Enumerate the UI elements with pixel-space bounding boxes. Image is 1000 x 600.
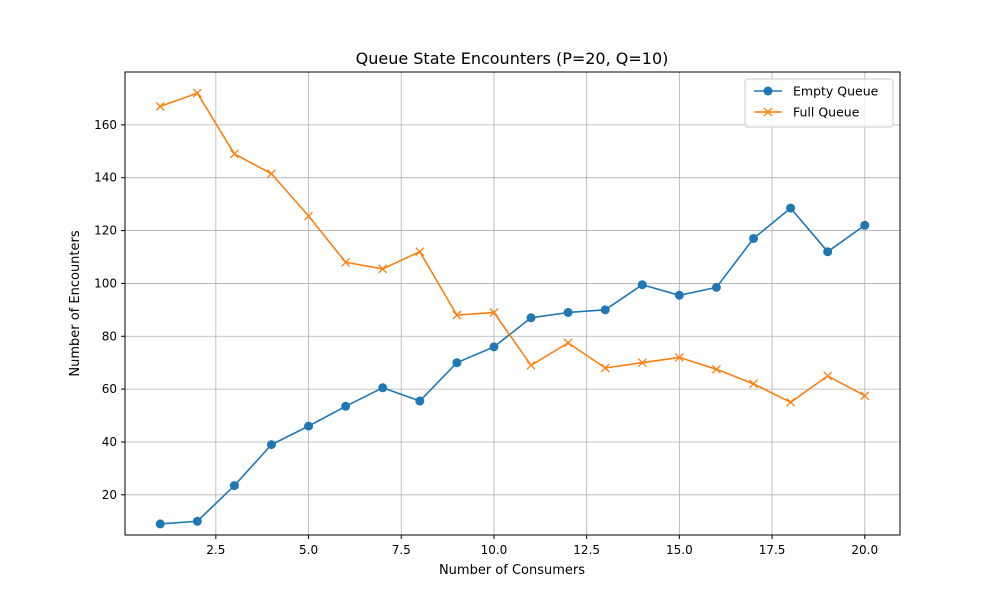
y-axis-label: Number of Encounters (68, 230, 83, 376)
full-queue-point (192, 88, 202, 98)
empty-queue-point (415, 396, 425, 406)
empty-queue-point (860, 220, 870, 230)
empty-queue-point (526, 313, 536, 323)
full-queue-point (378, 264, 388, 274)
y-axis-ticks: 20 40 60 80 100 120 140 160 (94, 118, 125, 502)
full-queue-point (526, 360, 536, 370)
y-tick-label: 160 (94, 118, 117, 132)
full-queue-point (860, 391, 870, 401)
full-queue-point (415, 247, 425, 257)
legend-entries: Empty Queue Full Queue (754, 84, 879, 120)
empty-queue-point (266, 440, 276, 450)
x-tick-label: 10.0 (481, 543, 508, 557)
full-queue-point (304, 211, 314, 221)
x-axis-label: Number of Consumers (439, 563, 585, 578)
empty-queue-point (304, 421, 314, 431)
empty-queue-point (452, 358, 462, 368)
grid-lines (125, 72, 900, 535)
empty-queue-point (749, 233, 759, 243)
full-queue-point (489, 308, 499, 317)
full-queue-legend-label: Full Queue (793, 105, 860, 120)
empty-queue-point (563, 307, 573, 317)
y-tick-label: 60 (102, 382, 117, 396)
empty-queue-point (786, 203, 796, 213)
full-queue-legend-marker (763, 107, 773, 117)
y-tick-label: 40 (102, 435, 117, 449)
full-queue-point (749, 379, 758, 389)
empty-queue-line (160, 207, 866, 525)
empty-queue-point (155, 519, 165, 529)
full-queue-line (159, 92, 866, 404)
y-tick-label: 20 (102, 488, 117, 502)
full-queue-point (452, 310, 462, 320)
x-axis-ticks: 2.5 5.0 7.5 10.0 12.5 15.0 17.5 20.0 (206, 535, 878, 557)
empty-queue-point (489, 342, 499, 352)
x-tick-label: 17.5 (759, 543, 786, 557)
y-tick-label: 140 (94, 171, 117, 185)
legend: Empty Queue Full Queue (744, 78, 894, 128)
empty-queue-point (711, 282, 721, 292)
x-tick-label: 15.0 (666, 543, 693, 557)
empty-queue-legend-marker (763, 86, 773, 96)
x-tick-label: 5.0 (299, 543, 318, 557)
x-tick-label: 20.0 (851, 543, 878, 557)
empty-queue-point (637, 280, 647, 290)
full-queue-point (155, 101, 165, 111)
empty-queue-point (229, 481, 239, 491)
empty-queue-point (674, 290, 684, 300)
full-queue-point (600, 363, 610, 373)
y-tick-label: 120 (94, 224, 117, 238)
empty-queue-point (192, 516, 202, 526)
full-queue-point (823, 371, 833, 381)
empty-queue-point (600, 305, 610, 315)
y-tick-label: 100 (94, 276, 117, 290)
full-queue-series (155, 88, 870, 407)
full-queue-point (341, 257, 351, 267)
empty-queue-point (378, 383, 388, 393)
empty-queue-series (155, 203, 870, 529)
full-queue-point (711, 364, 721, 374)
x-tick-label: 12.5 (573, 543, 600, 557)
x-tick-label: 2.5 (206, 543, 225, 557)
chart-title: Queue State Encounters (P=20, Q=10) (356, 49, 669, 68)
full-queue-point (563, 338, 573, 348)
empty-queue-point (341, 401, 351, 411)
y-tick-label: 80 (102, 329, 117, 343)
plot-frame (124, 71, 901, 536)
series-group (155, 88, 870, 529)
full-queue-point (637, 358, 647, 368)
empty-queue-legend-label: Empty Queue (793, 84, 879, 99)
full-queue-point (786, 397, 796, 407)
full-queue-point (267, 169, 276, 179)
full-queue-point (229, 149, 239, 159)
x-tick-label: 7.5 (392, 543, 411, 557)
full-queue-point (674, 352, 684, 362)
empty-queue-point (823, 247, 833, 257)
